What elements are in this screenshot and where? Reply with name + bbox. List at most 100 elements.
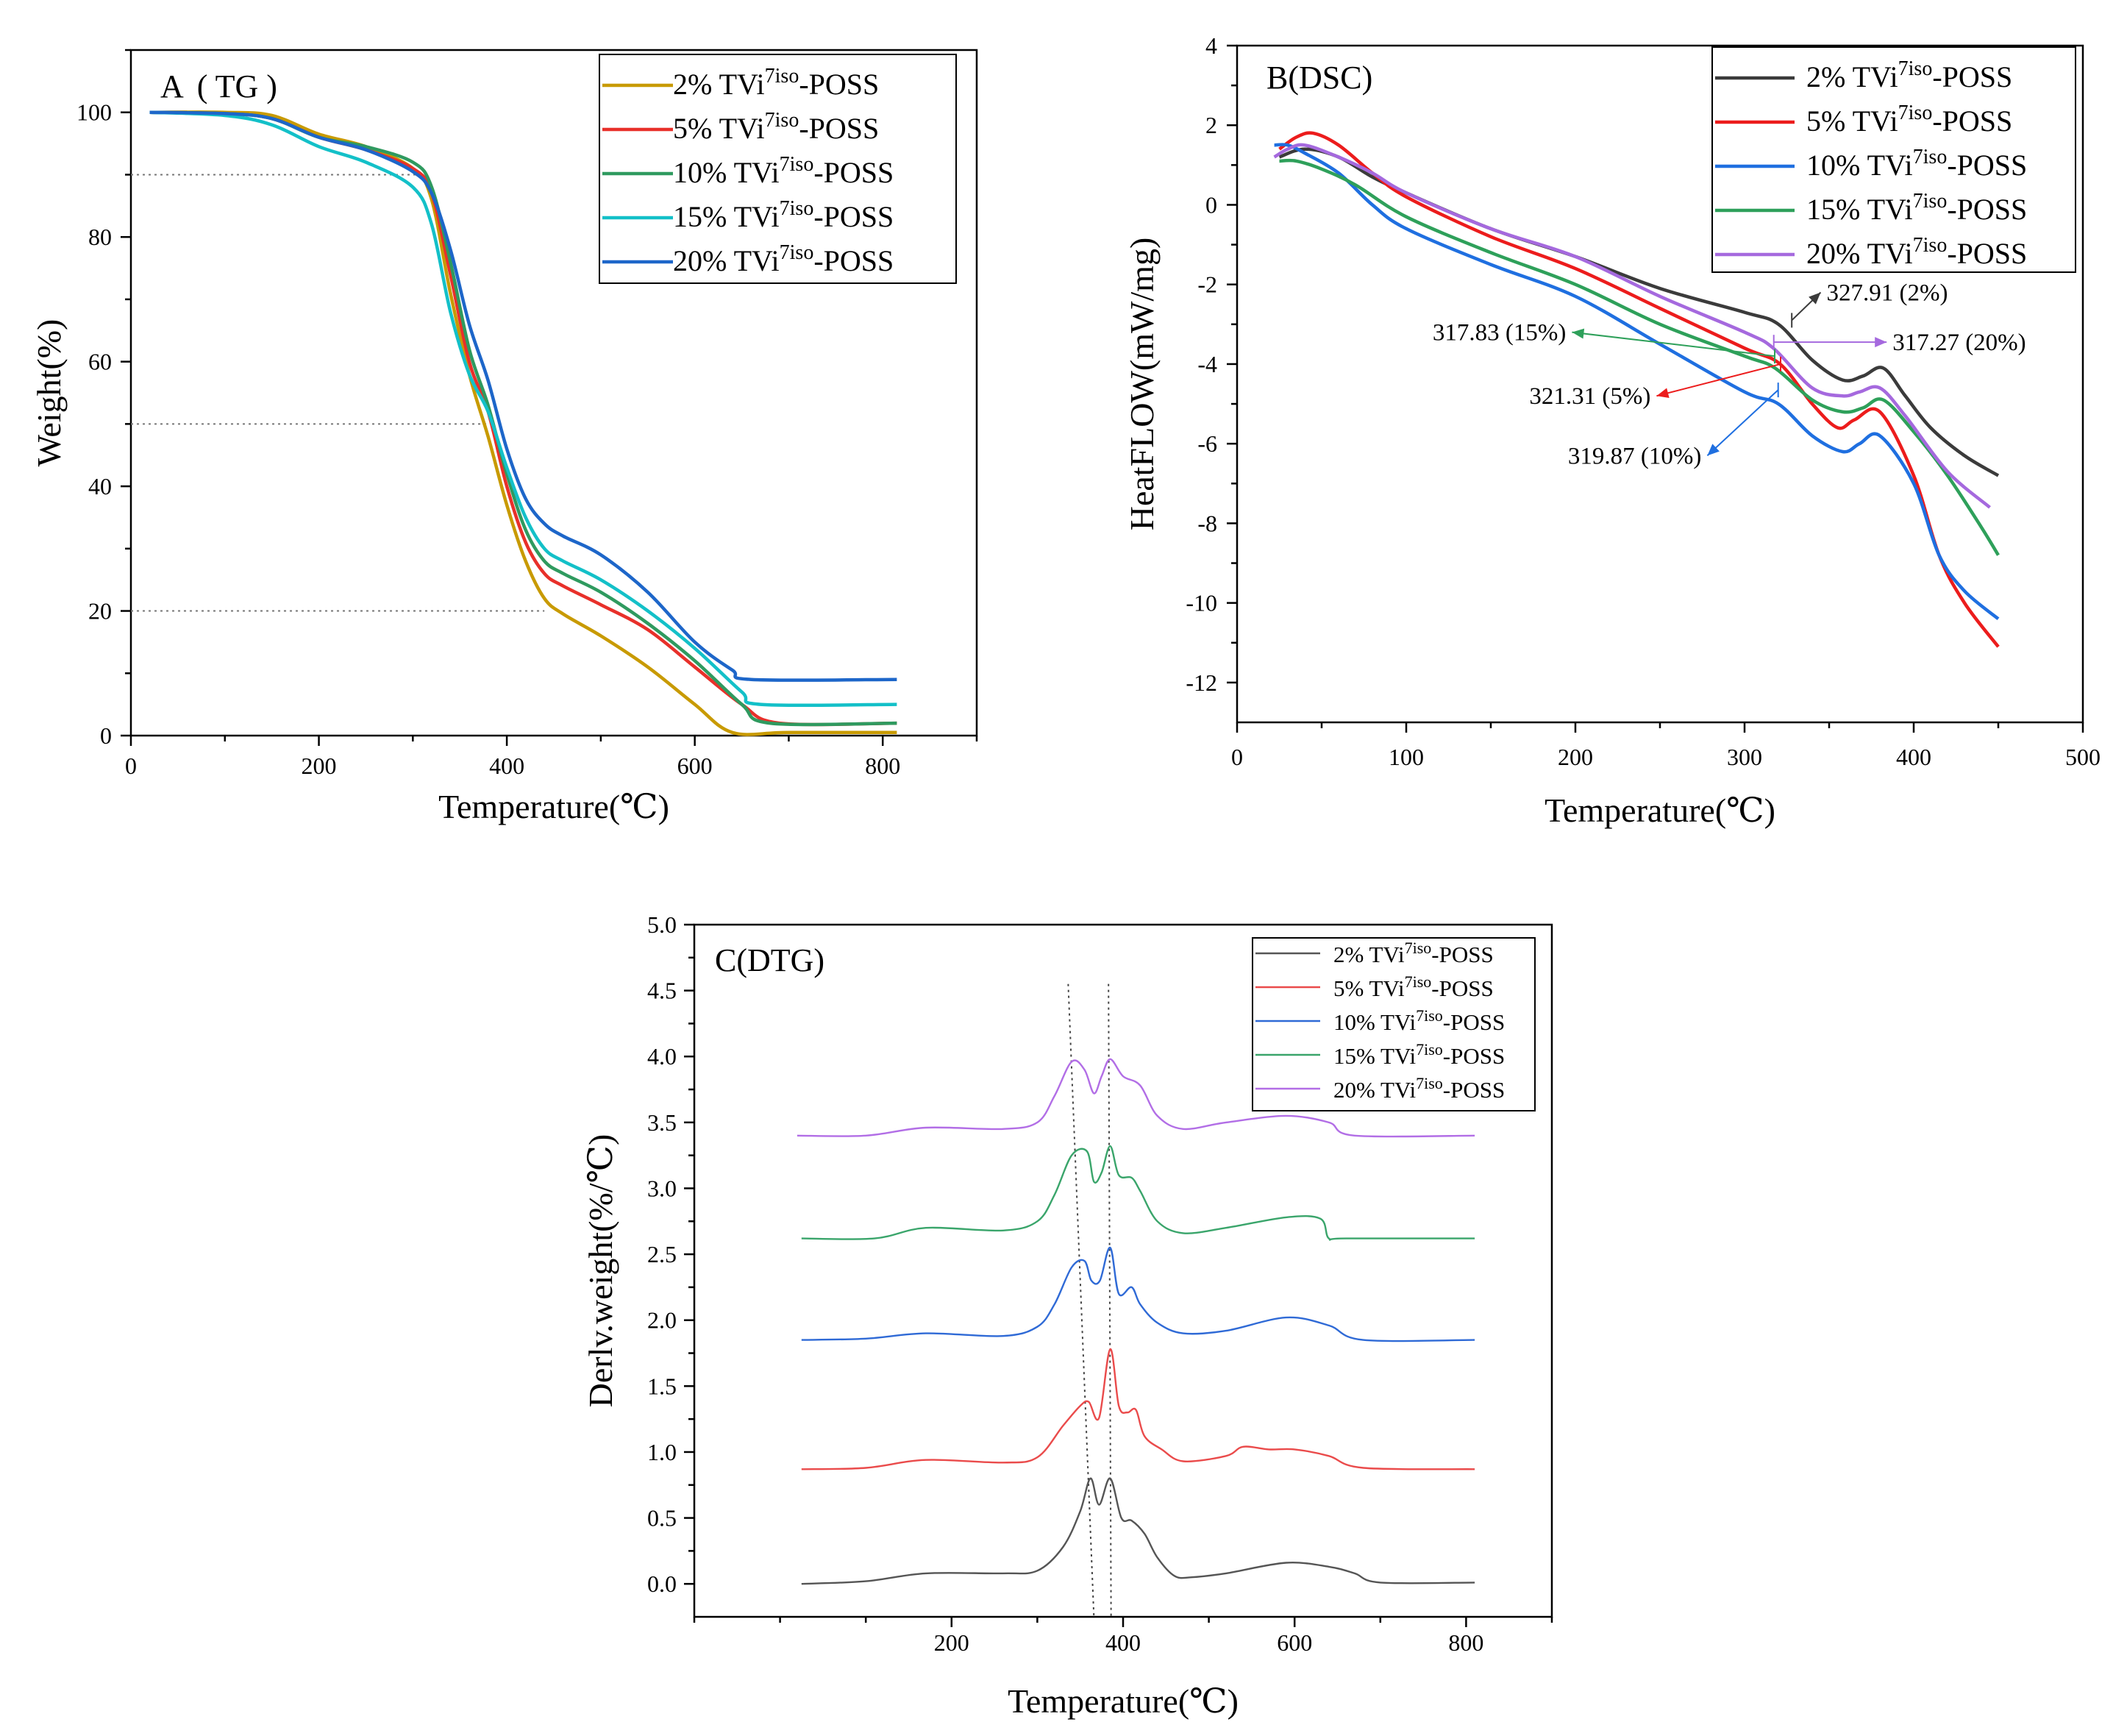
panel-b: 0 100 200 300 400 500 4 2 0 -2 -4 -6 -8 -10 -12 Tempera… [1123, 32, 2101, 829]
annotation-label: 317.83 (15%) [1433, 320, 1566, 346]
y-tick-label: 4 [1205, 32, 1217, 59]
series-line-20pct [149, 110, 897, 682]
panel-title-prefix: A [160, 68, 184, 104]
legend-sup: 7iso [1898, 57, 1933, 80]
legend-pct: 10% [1806, 149, 1860, 182]
legend-entry: 5% TVi7iso-POSS [1806, 102, 2012, 138]
legend-box [1711, 46, 2076, 273]
y-tick-label: 0 [100, 722, 112, 749]
x-tick-label: 400 [1105, 1629, 1141, 1656]
y-tick-label: -8 [1197, 510, 1217, 536]
x-tick-label: 200 [302, 753, 337, 779]
y-tick-label: 1.5 [647, 1373, 677, 1399]
legend-entry: 10% TVi7iso-POSS [673, 153, 894, 189]
x-tick-label: 200 [1558, 744, 1593, 770]
legend-suffix: -POSS [1932, 104, 2012, 138]
legend-suffix: -POSS [799, 112, 879, 145]
legend-entry: 20% TVi7iso-POSS [673, 241, 894, 277]
legend-gap [1375, 1043, 1380, 1069]
legend-base: TVi [734, 200, 780, 233]
legend-pct: 5% [1333, 975, 1364, 1001]
y-tick-label: 4.5 [647, 978, 677, 1004]
legend-pct: 20% [1806, 237, 1860, 270]
legend-suffix: -POSS [1947, 149, 2027, 182]
series-line-5pct [801, 1348, 1475, 1470]
legend-pct: 10% [673, 156, 727, 189]
legend-sup: 7iso [1898, 102, 1933, 124]
annotation-arrow-line [1656, 363, 1781, 397]
legend-sup: 7iso [1416, 1006, 1443, 1025]
legend-sup: 7iso [765, 109, 799, 132]
annotation-arrowhead [1707, 444, 1720, 456]
legend-entry: 2% TVi7iso-POSS [1806, 57, 2012, 93]
y-tick-label: 100 [76, 99, 112, 126]
x-tick-label: 300 [1727, 744, 1762, 770]
legend-entry: 10% TVi7iso-POSS [1333, 1006, 1505, 1035]
legend-gap [1860, 149, 1867, 182]
series-line-2pct [1278, 147, 2000, 477]
legend-base: TVi [1853, 60, 1898, 93]
legend-box [599, 54, 957, 284]
y-axis-title: Derlv.weight(%/℃) [582, 1134, 619, 1408]
legend-suffix: -POSS [813, 200, 894, 233]
legend-gap [1364, 975, 1369, 1001]
legend-pct: 5% [1806, 104, 1845, 138]
legend-sup: 7iso [1913, 234, 1948, 257]
legend-entry: 15% TVi7iso-POSS [673, 197, 894, 233]
series-line-5pct [1278, 131, 2000, 648]
annotation-arrow-line [1572, 331, 1775, 357]
legend-suffix: -POSS [1431, 975, 1493, 1001]
series-line-20pct [797, 1058, 1475, 1138]
legend-entry: 20% TVi7iso-POSS [1806, 234, 2027, 270]
legend-sup: 7iso [1405, 939, 1432, 957]
y-tick-label: 0.5 [647, 1505, 677, 1532]
y-tick-label: 4.0 [647, 1043, 677, 1070]
x-axis-title: Temperature(℃) [1008, 1682, 1239, 1720]
legend-pct: 5% [673, 112, 712, 145]
legend-base: TVi [1369, 942, 1405, 967]
legend-pct: 15% [1333, 1043, 1375, 1069]
panel-title-main: ( TG ) [197, 68, 277, 104]
legend-entry: 10% TVi7iso-POSS [1806, 146, 2027, 182]
legend-sup: 7iso [780, 197, 814, 220]
legend-base: TVi [1867, 237, 1913, 270]
legend-sup: 7iso [780, 241, 814, 264]
legend-gap [1860, 237, 1867, 270]
legend-pct: 10% [1333, 1009, 1375, 1035]
legend-gap [727, 244, 733, 277]
series-line-15pct [801, 1145, 1475, 1241]
legend-suffix: -POSS [1443, 1077, 1505, 1103]
legend-base: TVi [1867, 149, 1913, 182]
x-tick-label: 0 [1231, 744, 1243, 770]
legend-base: TVi [1380, 1077, 1416, 1103]
series-line-15pct [1279, 158, 2000, 556]
legend-base: TVi [1380, 1009, 1416, 1035]
panel-c: 200 400 600 800 0.0 0.5 1.0 1.5 2.0 2.5 3.0 3.5 4.0 4… [582, 911, 1553, 1720]
peak-guide-line [1067, 983, 1095, 1618]
y-tick-label: 2.5 [647, 1241, 677, 1267]
annotation-arrowhead [1875, 337, 1887, 348]
legend-sup: 7iso [1405, 972, 1432, 991]
y-tick-label: 40 [88, 473, 112, 499]
y-tick-label: 5.0 [647, 911, 677, 938]
legend-sup: 7iso [1913, 146, 1948, 168]
legend-suffix: -POSS [1947, 237, 2027, 270]
y-tick-label: -12 [1186, 669, 1217, 696]
legend-pct: 15% [673, 200, 727, 233]
y-tick-label: 0 [1205, 191, 1217, 218]
x-axis-title: Temperature(℃) [1545, 791, 1775, 829]
y-tick-label: -10 [1186, 590, 1217, 616]
legend-pct: 2% [1806, 60, 1845, 93]
x-axis-title: Temperature(℃) [438, 788, 669, 825]
y-axis-title: HeatFLOW(mW/mg) [1123, 238, 1161, 531]
y-tick-label: -2 [1197, 271, 1217, 298]
legend-gap [712, 112, 719, 145]
y-tick-label: 3.5 [647, 1109, 677, 1136]
legend-suffix: -POSS [1932, 60, 2012, 93]
y-axis-title: Weight(%) [30, 319, 68, 467]
panel-title: B(DSC) [1266, 60, 1372, 96]
y-tick-label: 1.0 [647, 1439, 677, 1465]
x-tick-label: 200 [934, 1629, 969, 1656]
legend-base: TVi [1867, 193, 1913, 226]
y-tick-label: -4 [1197, 351, 1217, 377]
